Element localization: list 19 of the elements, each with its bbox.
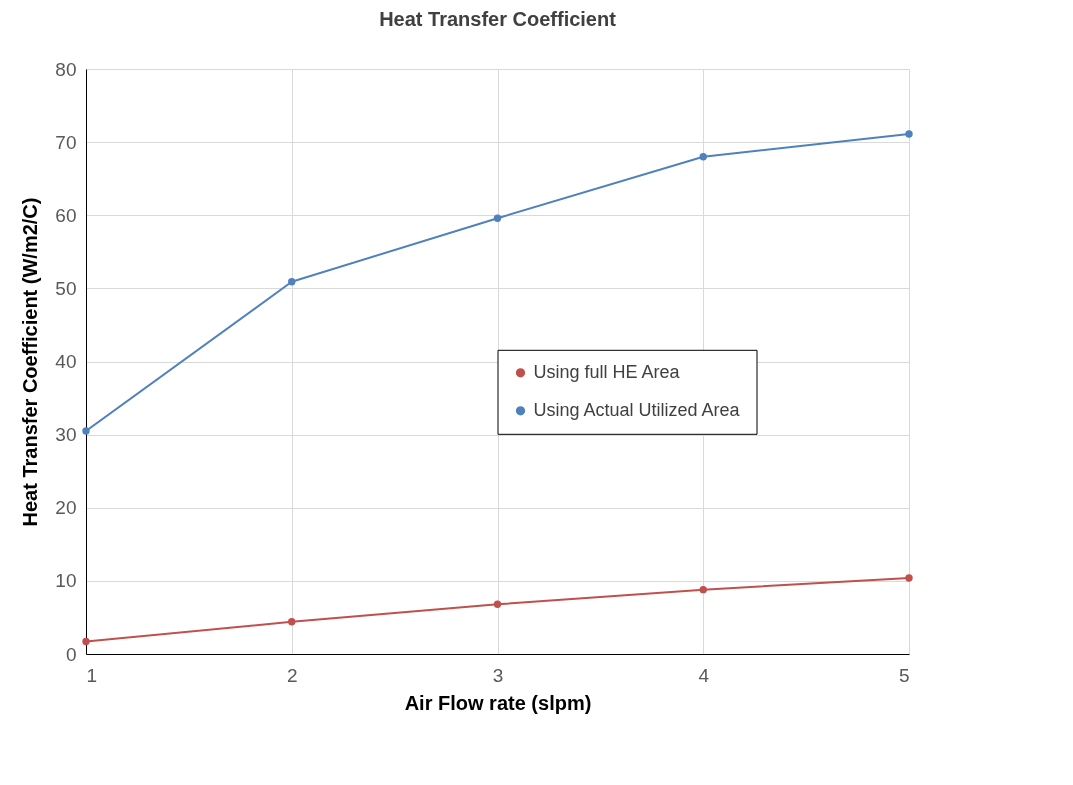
x-tick-label: 1	[86, 664, 98, 686]
y-tick-label: 50	[55, 277, 77, 299]
y-tick-label: 20	[55, 497, 77, 519]
y-axis-title: Heat Transfer Coefficient (W/m2/C)	[19, 197, 42, 527]
x-tick-label: 5	[898, 664, 910, 686]
y-tick-label: 70	[55, 131, 77, 153]
y-tick-label: 80	[55, 58, 77, 80]
y-tick-label: 40	[55, 351, 77, 372]
y-tick-label: 60	[55, 204, 77, 226]
legend-label: Using full HE Area	[533, 361, 681, 382]
legend-label: Using Actual Utilized Area	[533, 399, 741, 420]
x-axis-title: Air Flow rate (slpm)	[404, 691, 592, 714]
x-tick-label: 3	[492, 664, 504, 686]
x-tick-label: 2	[286, 664, 298, 686]
x-tick-label: 4	[698, 664, 710, 686]
y-tick-label: 10	[55, 570, 77, 592]
y-tick-label: 0	[65, 643, 77, 665]
y-tick-label: 30	[55, 424, 77, 446]
chart-title: Heat Transfer Coefficient	[379, 8, 617, 30]
